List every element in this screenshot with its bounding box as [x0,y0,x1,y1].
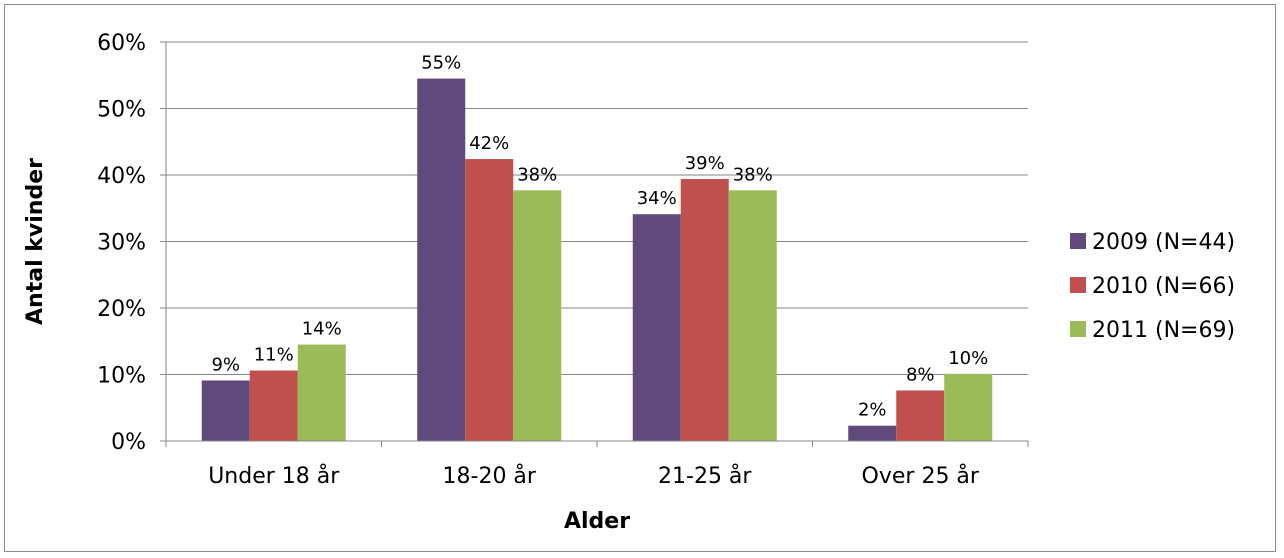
legend-swatch [1070,277,1086,293]
data-label: 34% [637,188,677,209]
data-label: 55% [421,53,461,74]
legend-label: 2011 (N=69) [1092,318,1235,343]
y-tick-label: 20% [97,297,146,322]
x-tick-label: Over 25 år [862,463,980,489]
bar [513,190,562,441]
data-label: 2% [858,400,887,421]
x-tick-label: Under 18 år [208,463,340,489]
legend-label: 2009 (N=44) [1092,230,1235,255]
data-label: 10% [948,348,988,369]
legend: 2009 (N=44) 2010 (N=66) 2011 (N=69) [1070,230,1235,343]
x-tick-label: 21-25 år [658,463,752,489]
data-label: 39% [685,153,725,174]
bar [465,159,514,442]
data-label: 38% [517,164,557,185]
data-label: 8% [906,364,935,385]
data-label: 38% [733,164,773,185]
data-label: 11% [254,345,294,366]
bar [944,373,993,441]
y-tick-label: 30% [97,231,146,256]
data-label: 14% [302,319,342,340]
x-axis-title: Alder [564,509,630,534]
legend-label: 2010 (N=66) [1092,274,1235,299]
bar [417,78,466,441]
y-tick-label: 40% [97,164,146,189]
data-label: 9% [211,354,240,375]
bar [848,425,897,441]
bar [728,190,777,441]
bar [680,178,729,442]
y-tick-label: 60% [97,31,146,56]
legend-swatch [1070,233,1086,249]
bar [632,214,681,441]
legend-swatch [1070,321,1086,337]
y-axis-title: Antal kvinder [23,158,48,325]
y-tick-label: 0% [111,430,146,455]
y-tick-label: 50% [97,98,146,123]
x-tick-label: 18-20 år [443,463,537,489]
bar [249,370,298,441]
bar [297,344,346,441]
bar [201,380,250,441]
y-tick-label: 10% [97,364,146,389]
bar [896,390,945,441]
data-label: 42% [469,133,509,154]
